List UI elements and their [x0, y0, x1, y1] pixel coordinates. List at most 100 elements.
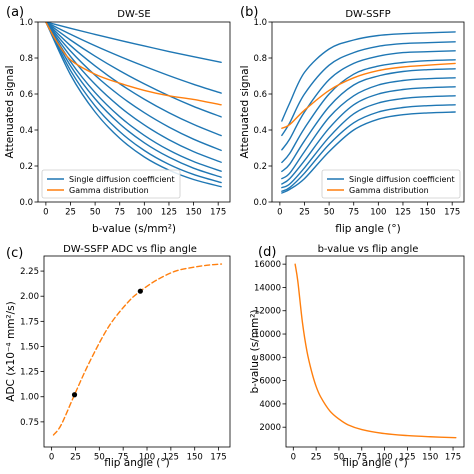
data-point	[71, 392, 78, 398]
y-tick-label: 0.0	[253, 198, 267, 208]
y-tick-label: 0.8	[253, 54, 267, 64]
series-line-10	[281, 62, 456, 129]
series-line-1	[281, 41, 456, 137]
y-tick-label: 0.6	[19, 90, 33, 100]
legend: Single diffusion coefficient Gamma distri…	[321, 169, 461, 199]
x-tick-label: 125	[395, 208, 411, 218]
y-tick-label: 1.00	[20, 393, 39, 403]
axes-frame	[43, 255, 231, 448]
legend: Single diffusion coefficient Gamma distri…	[41, 169, 181, 199]
y-tick-label: 4000	[259, 400, 281, 410]
panel-3: 0 25 50 75 100 125 150 175 2000 4000 6000 8000 10000…	[249, 244, 465, 469]
x-tick-label: 0	[277, 208, 282, 218]
panel-0: 0 25 50 75 100 125 150 175 0.0 0.2 0.4 0.6 0.8 1.0(a)…	[4, 5, 231, 235]
y-tick-label: 6000	[259, 377, 281, 387]
y-tick-label: 12000	[254, 307, 281, 317]
series-line-4	[281, 68, 456, 173]
y-tick-label: 0.6	[253, 90, 267, 100]
y-tick-label: 1.0	[19, 18, 33, 28]
x-tick-label: 175	[210, 453, 226, 463]
series-line-9	[45, 22, 222, 188]
series-line-7	[281, 95, 456, 189]
panel-letter: (c)	[6, 246, 23, 261]
x-tick-label: 0	[43, 208, 48, 218]
x-tick-label: 150	[422, 453, 438, 463]
x-tick-label: 175	[210, 208, 226, 218]
x-tick-label: 50	[334, 453, 345, 463]
axes-frame	[271, 21, 465, 203]
series-line-0	[281, 31, 456, 122]
x-tick-label: 125	[399, 453, 415, 463]
x-tick-label: 0	[49, 453, 54, 463]
y-axis-label: Attenuated signal	[239, 65, 251, 158]
y-tick-label: 1.75	[20, 317, 39, 327]
y-tick-label: 10000	[254, 330, 281, 340]
x-tick-label: 175	[444, 208, 460, 218]
x-tick-label: 75	[348, 208, 359, 218]
x-tick-label: 150	[419, 208, 435, 218]
y-tick-label: 0.8	[19, 54, 33, 64]
series-line-6	[45, 22, 222, 172]
legend-entry: Single diffusion coefficient	[349, 175, 455, 184]
x-tick-label: 50	[90, 208, 101, 218]
y-tick-label: 1.25	[20, 368, 39, 378]
legend-entry: Single diffusion coefficient	[69, 175, 175, 184]
panel-letter: (a)	[6, 5, 24, 20]
series-line-0	[45, 22, 222, 64]
legend-box	[41, 169, 181, 199]
panel-title: DW-SSFP ADC vs flip angle	[63, 244, 197, 255]
y-tick-label: 0.2	[253, 162, 267, 172]
series-line-4	[45, 22, 222, 152]
y-tick-label: 0.4	[19, 126, 33, 136]
y-axis-label: Attenuated signal	[4, 65, 16, 158]
series-line-2	[281, 50, 456, 151]
series-line-5	[281, 77, 456, 180]
y-tick-label: 0.75	[20, 418, 39, 428]
plot-area	[45, 22, 222, 188]
y-tick-label: 14000	[254, 283, 281, 293]
series-line-0	[294, 263, 457, 439]
panel-letter: (d)	[258, 245, 276, 260]
series-line-6	[281, 86, 456, 185]
y-tick-label: 0.2	[19, 162, 33, 172]
y-axis-label: b-value (s/mm²)	[249, 309, 261, 393]
panel-1: 0 25 50 75 100 125 150 175 0.0 0.2 0.4 0.6 0.8 1.0(b)…	[239, 5, 465, 235]
x-tick-label: 50	[324, 208, 335, 218]
x-tick-label: 100	[370, 208, 386, 218]
x-tick-label: 0	[291, 453, 296, 463]
x-tick-label: 25	[70, 453, 81, 463]
x-tick-label: 25	[311, 453, 322, 463]
y-tick-label: 0.0	[19, 198, 33, 208]
y-tick-label: 0.4	[253, 126, 267, 136]
panel-title: DW-SE	[117, 9, 150, 20]
series-line-10	[45, 22, 222, 106]
x-tick-label: 100	[376, 453, 392, 463]
series-line-8	[45, 22, 222, 184]
x-tick-label: 100	[136, 208, 152, 218]
x-axis-label: flip angle (°)	[104, 457, 169, 469]
x-tick-label: 175	[445, 453, 461, 463]
series-line-0	[52, 263, 223, 436]
legend-entry: Gamma distribution	[349, 186, 429, 195]
x-tick-label: 75	[118, 453, 129, 463]
x-tick-label: 150	[187, 453, 203, 463]
x-tick-label: 150	[185, 208, 201, 218]
axes-frame	[37, 21, 231, 203]
x-tick-label: 75	[114, 208, 125, 218]
y-tick-label: 1.50	[20, 342, 39, 352]
legend-box	[321, 169, 461, 199]
y-tick-label: 2.25	[20, 267, 39, 277]
plot-area	[52, 263, 223, 436]
series-line-3	[281, 59, 456, 164]
data-point	[137, 288, 143, 294]
series-line-9	[281, 111, 456, 194]
series-line-1	[45, 22, 222, 94]
y-tick-label: 16000	[254, 260, 281, 270]
axes-frame	[285, 255, 465, 448]
y-tick-label: 8000	[259, 353, 281, 363]
series-line-3	[45, 22, 222, 137]
x-axis-label: flip angle (°)	[342, 457, 407, 469]
x-tick-label: 25	[299, 208, 310, 218]
series-line-2	[45, 22, 222, 118]
panel-title: b-value vs flip angle	[318, 244, 419, 255]
